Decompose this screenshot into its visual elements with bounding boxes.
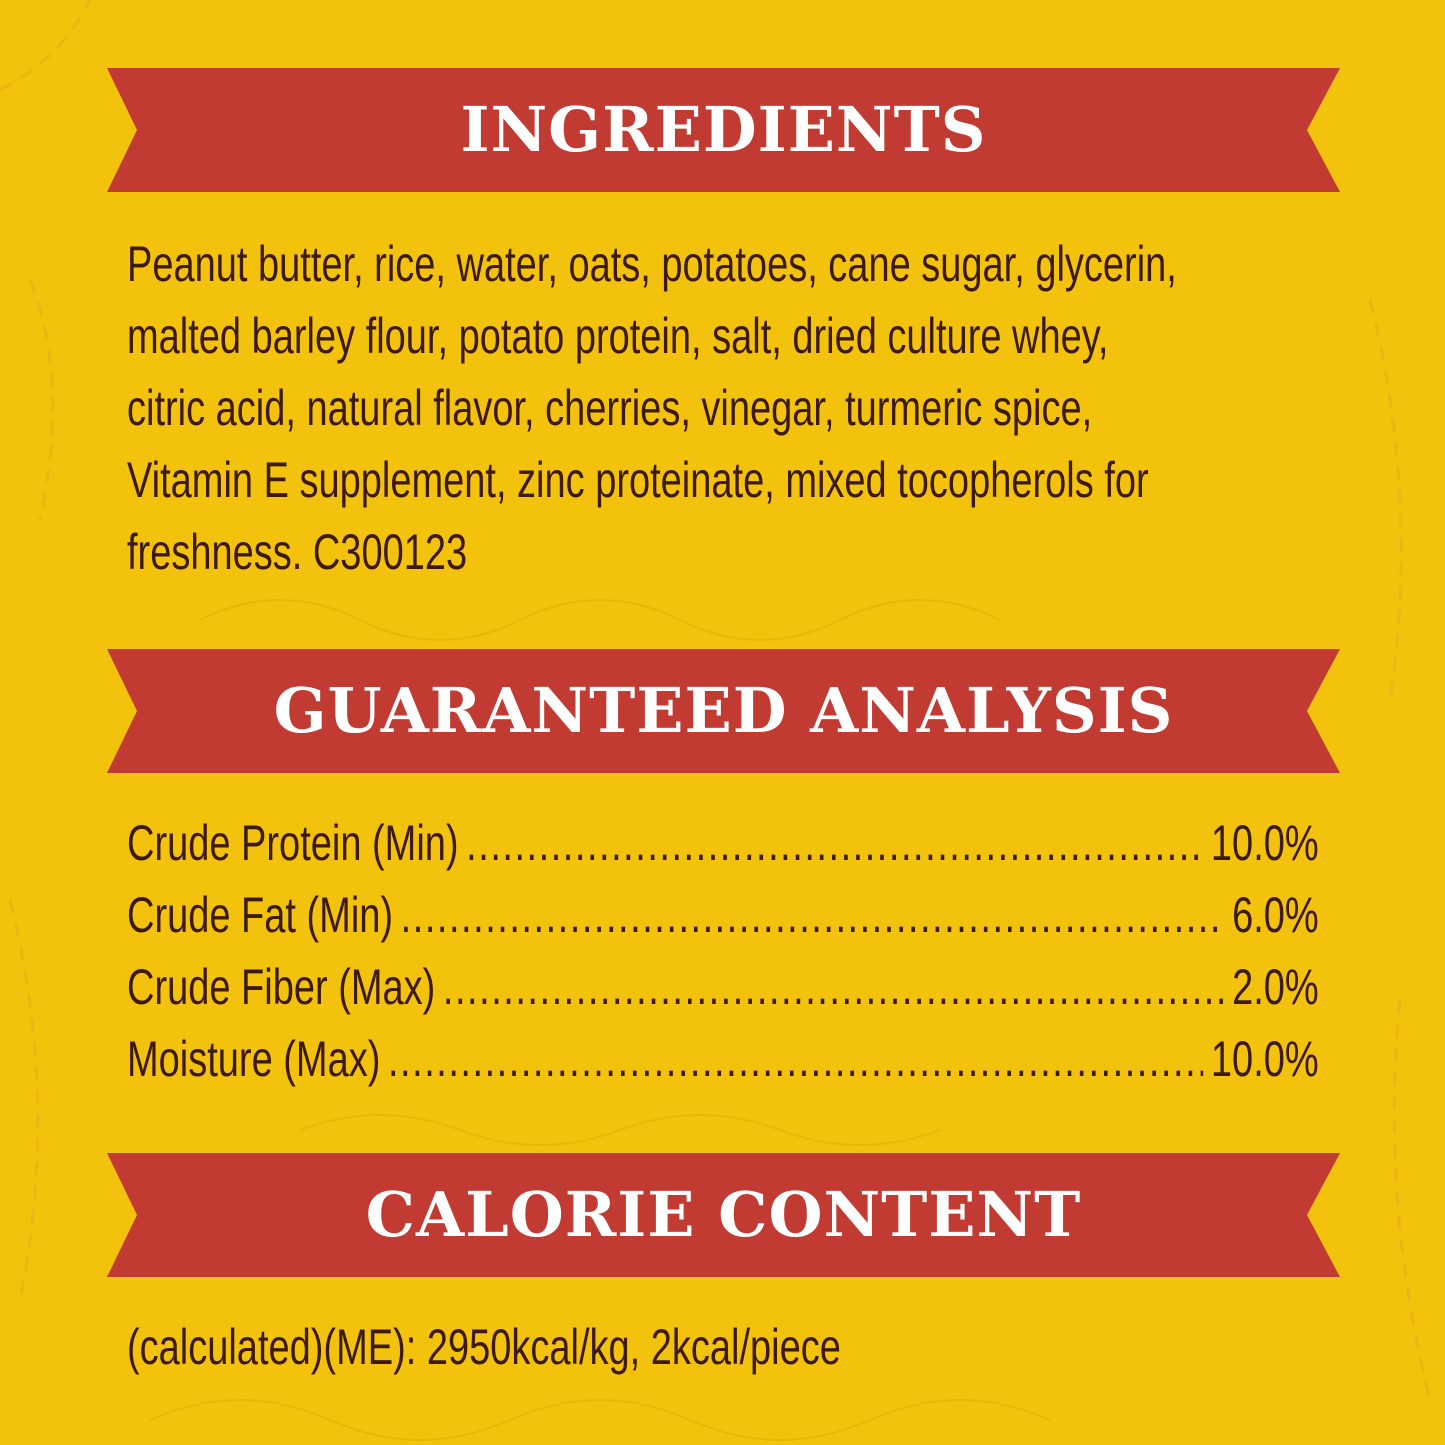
analysis-banner: GUARANTEED ANALYSIS	[107, 649, 1340, 773]
ingredients-line: Peanut butter, rice, water, oats, potato…	[127, 236, 1177, 292]
dot-leader	[401, 879, 1225, 951]
calorie-text: (calculated)(ME): 2950kcal/kg, 2kcal/pie…	[127, 1319, 841, 1375]
calorie-banner: CALORIE CONTENT	[107, 1153, 1340, 1277]
analysis-row: Moisture (Max) 10.0%	[127, 1023, 1319, 1095]
analysis-row: Crude Protein (Min) 10.0%	[127, 807, 1319, 879]
calorie-heading: CALORIE CONTENT	[365, 1178, 1082, 1251]
analysis-label: Crude Protein (Min)	[127, 815, 459, 871]
analysis-value: 2.0%	[1232, 959, 1319, 1015]
ingredients-banner: INGREDIENTS	[107, 68, 1340, 192]
ingredients-line: Vitamin E supplement, zinc proteinate, m…	[127, 452, 1149, 508]
analysis-row: Crude Fiber (Max) 2.0%	[127, 951, 1319, 1023]
analysis-heading: GUARANTEED ANALYSIS	[273, 674, 1174, 747]
ingredients-line: citric acid, natural flavor, cherries, v…	[127, 380, 1093, 436]
ingredients-line: freshness. C300123	[127, 524, 468, 580]
ingredients-list: Peanut butter, rice, water, oats, potato…	[127, 228, 1177, 588]
dot-leader	[443, 951, 1225, 1023]
analysis-value: 6.0%	[1232, 887, 1319, 943]
dot-leader	[388, 1023, 1203, 1095]
analysis-value: 10.0%	[1210, 1031, 1319, 1087]
analysis-label: Moisture (Max)	[127, 1031, 381, 1087]
ingredients-line: malted barley flour, potato protein, sal…	[127, 308, 1109, 364]
analysis-label: Crude Fiber (Max)	[127, 959, 436, 1015]
analysis-value: 10.0%	[1210, 815, 1319, 871]
analysis-label: Crude Fat (Min)	[127, 887, 394, 943]
ingredients-heading: INGREDIENTS	[460, 93, 987, 166]
dot-leader	[466, 807, 1203, 879]
analysis-row: Crude Fat (Min) 6.0%	[127, 879, 1319, 951]
